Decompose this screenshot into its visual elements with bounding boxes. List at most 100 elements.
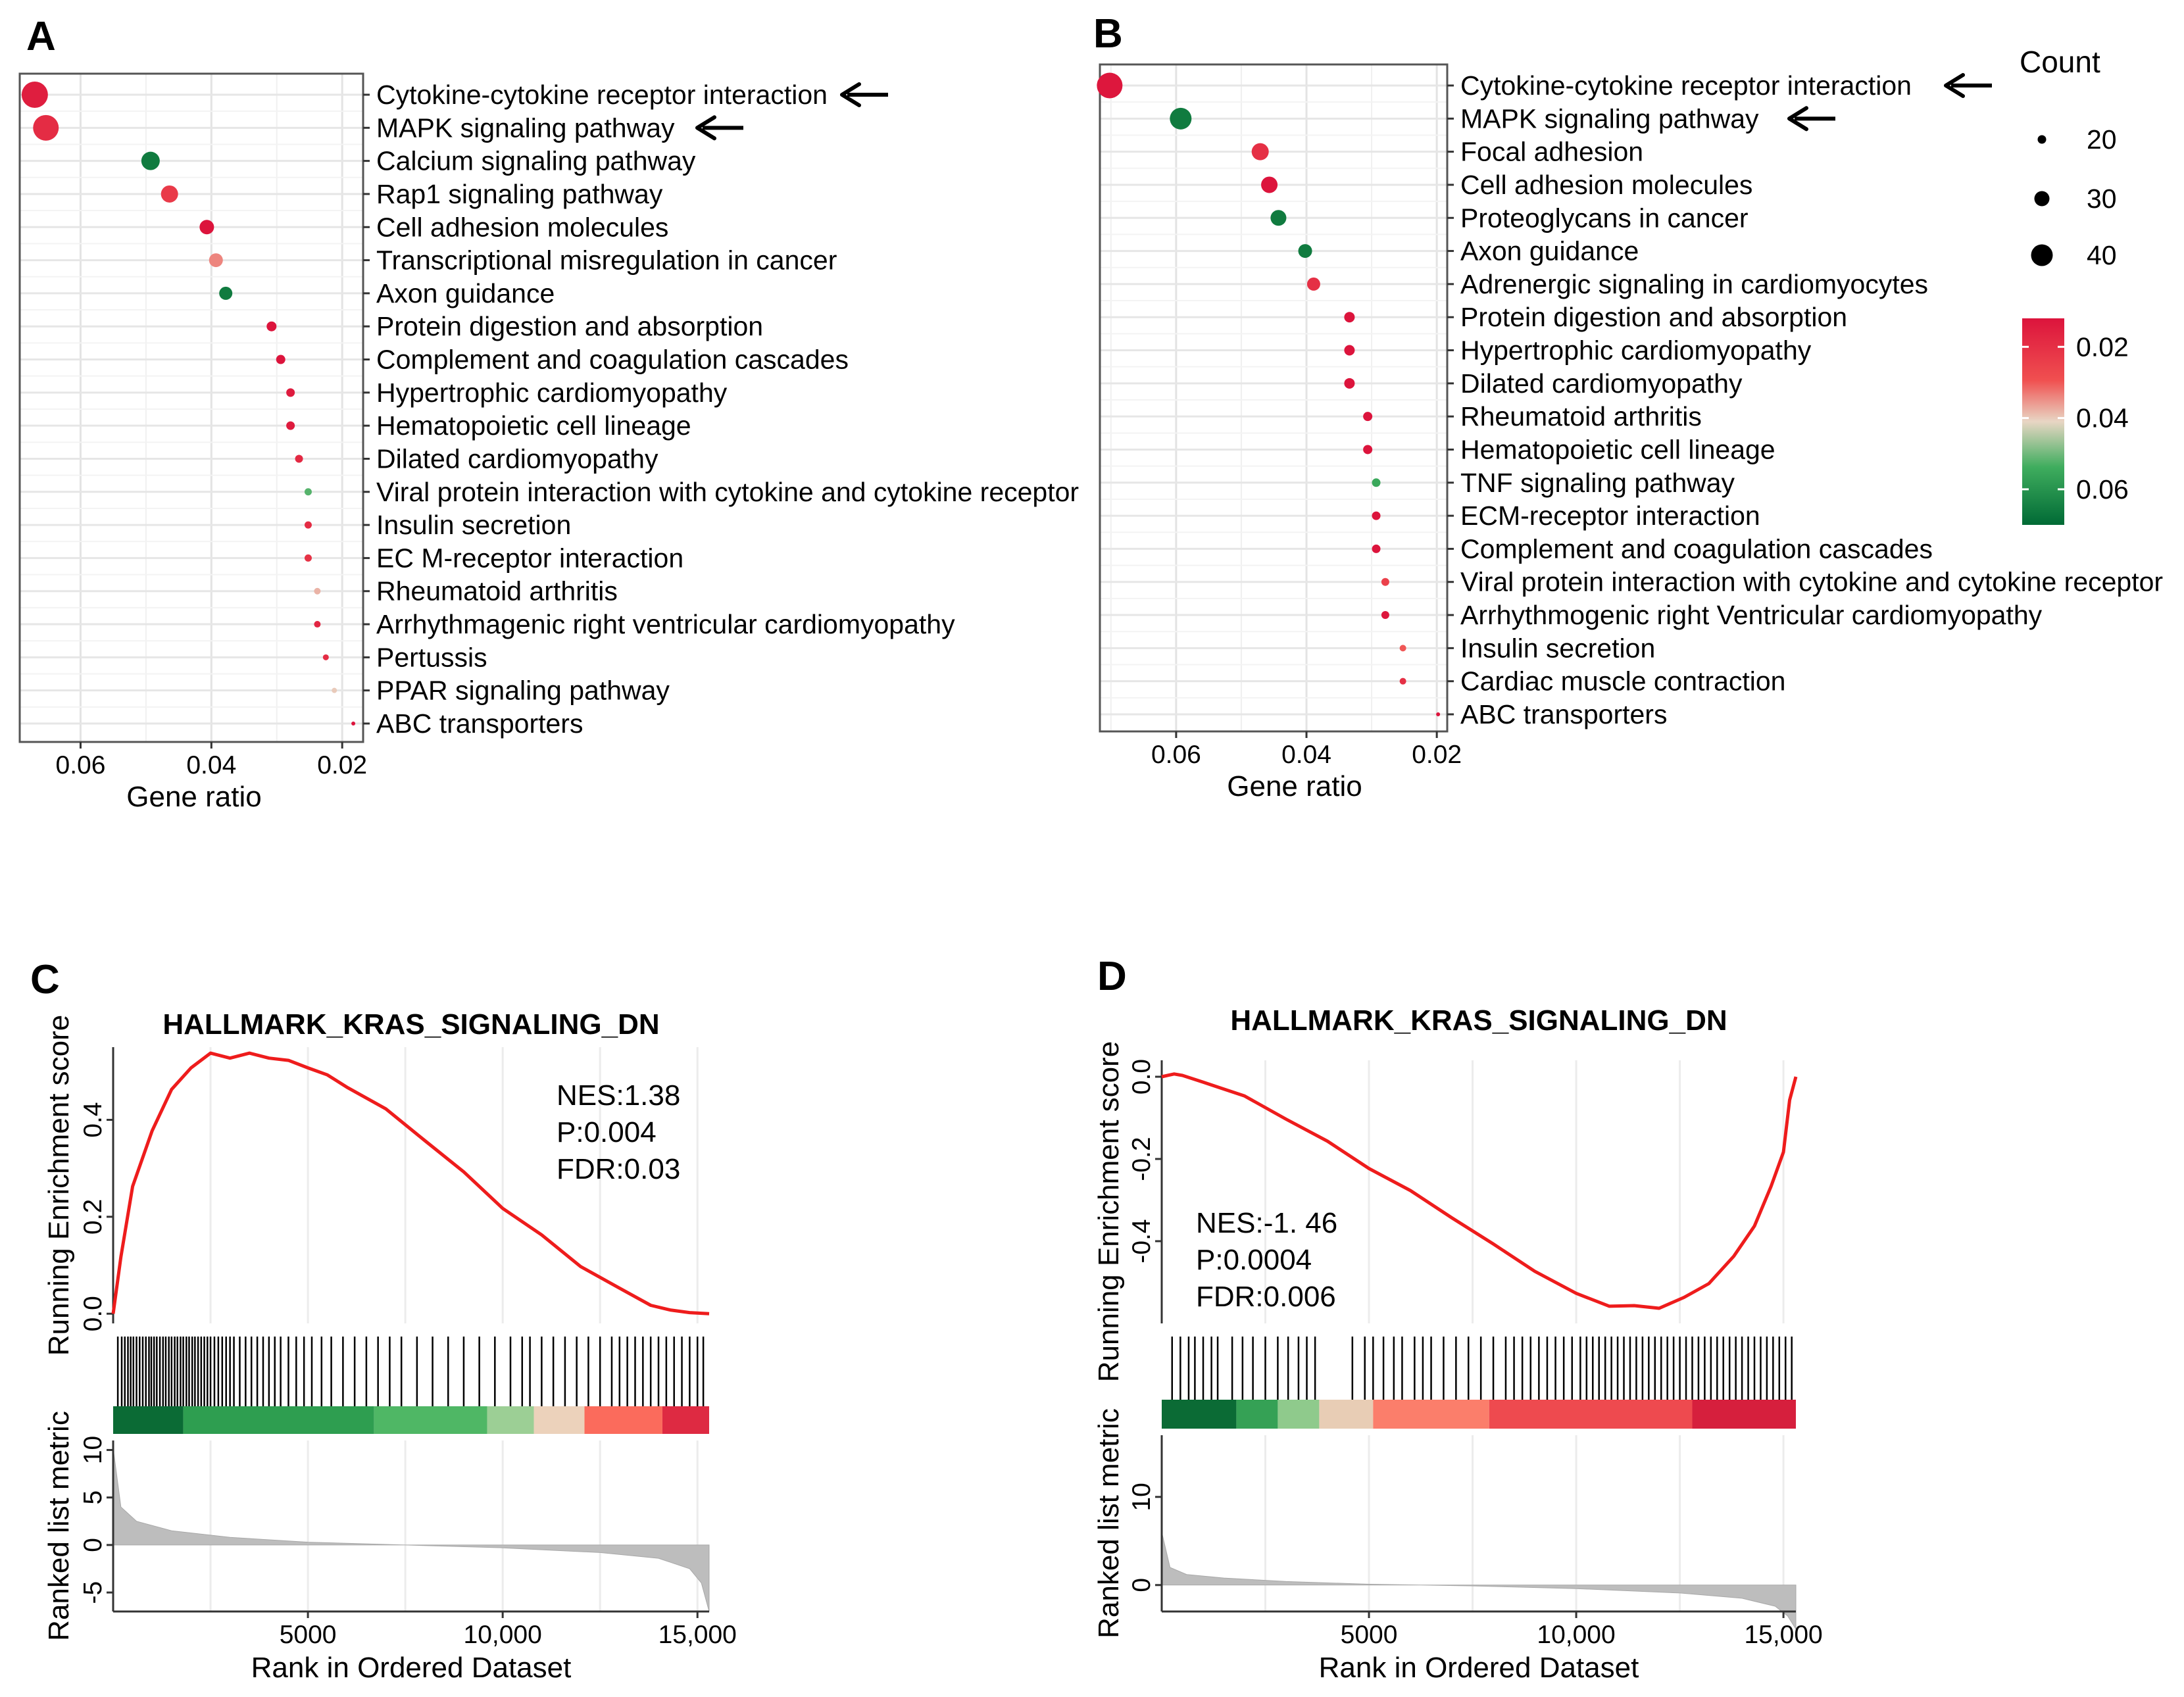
size-legend-dot <box>2031 244 2053 266</box>
pathway-dot <box>21 82 48 108</box>
heat-bar-segment <box>113 1406 184 1434</box>
pathway-dot <box>199 220 214 235</box>
gsea-panel-d: HALLMARK_KRAS_SIGNALING_DN -0.4 -0.2 0.0 NES… <box>1093 1004 1823 1684</box>
pathway-dot <box>1372 544 1381 553</box>
es-y-axis-title: Running Enrichment score <box>43 1015 75 1356</box>
pathway-dot <box>304 521 312 529</box>
color-legend-bar <box>2022 318 2064 525</box>
pathway-dot <box>161 185 178 203</box>
x-axis-title: Gene ratio <box>1227 770 1362 802</box>
pathway-dot <box>1344 345 1355 356</box>
pathway-label: Dilated cardiomyopathy <box>1460 368 1743 399</box>
gsea-title: HALLMARK_KRAS_SIGNALING_DN <box>1230 1004 1727 1037</box>
es-y-tick-label: 0.0 <box>79 1296 107 1331</box>
pathway-dot <box>1251 143 1269 160</box>
pathway-label: Protein digestion and absorption <box>376 311 763 341</box>
pathway-label: EC M-receptor interaction <box>376 543 683 573</box>
gsea-title: HALLMARK_KRAS_SIGNALING_DN <box>162 1008 659 1041</box>
pathway-label: Calcium signaling pathway <box>376 146 696 176</box>
x-tick-label: 0.06 <box>56 751 106 779</box>
pathway-dot <box>1344 312 1355 323</box>
pathway-label: Rap1 signaling pathway <box>376 179 663 209</box>
x-tick-label: 5000 <box>280 1621 337 1649</box>
pathway-dot <box>1097 72 1123 99</box>
dotplot-panel-a: 0.06 0.04 0.02 Gene ratio Cytokine-cytokine … <box>18 72 1079 813</box>
pathway-label: Protein digestion and absorption <box>1460 302 1847 332</box>
pathway-dot <box>1436 712 1441 716</box>
pathway-label: Transcriptional misregulation in cancer <box>376 245 837 276</box>
panel-letter-c: C <box>30 957 60 1002</box>
pathway-dot <box>332 687 337 693</box>
metric-y-tick-label: 5 <box>79 1490 107 1505</box>
x-tick-label: 5000 <box>1341 1621 1398 1649</box>
pathway-label: Viral protein interaction with cytokine … <box>1460 567 2163 597</box>
pathway-label: MAPK signaling pathway <box>1460 103 1759 134</box>
pathway-dot <box>1261 176 1278 193</box>
stat-text: P:0.004 <box>557 1116 657 1148</box>
pathway-label: Axon guidance <box>376 278 555 308</box>
enrichment-score-line <box>1161 1072 1798 1310</box>
pathway-dot <box>33 114 59 141</box>
pathway-label: Axon guidance <box>1460 236 1639 266</box>
heat-bar-segment <box>183 1406 374 1434</box>
pathway-dot <box>1363 412 1373 422</box>
x-tick-label: 15,000 <box>658 1621 737 1649</box>
pathway-dot <box>286 388 295 397</box>
pathway-label: Cytokine-cytokine receptor interaction <box>376 80 828 110</box>
pathway-label: Insulin secretion <box>376 510 571 540</box>
panel-letter-b: B <box>1093 11 1123 57</box>
heat-bar-segment <box>534 1406 585 1434</box>
plot-area <box>1100 64 1447 731</box>
pathway-dot <box>304 488 312 496</box>
x-tick-label: 0.02 <box>1412 741 1462 769</box>
pathway-dot <box>314 621 321 628</box>
pathway-label: MAPK signaling pathway <box>376 112 675 143</box>
pathway-dot <box>304 554 312 562</box>
pathway-label: Complement and coagulation cascades <box>1460 533 1933 564</box>
heat-bar-segment <box>1162 1400 1237 1429</box>
stat-text: FDR:0.03 <box>557 1153 680 1185</box>
heat-bar-segment <box>1278 1400 1320 1429</box>
heat-bar-segment <box>374 1406 487 1434</box>
gsea-panel-c: HALLMARK_KRAS_SIGNALING_DN 0.0 0.2 0.4 NES:1… <box>43 1008 737 1684</box>
legend: Count 20 30 40 0.02 0.04 0.06 <box>2020 45 2129 525</box>
size-legend-label: 30 <box>2087 184 2117 214</box>
pathway-label: Hypertrophic cardiomyopathy <box>376 378 728 408</box>
heat-bar-segment <box>1489 1400 1693 1429</box>
pathway-label: ABC transporters <box>376 708 583 739</box>
pathway-label: Complement and coagulation cascades <box>376 345 849 375</box>
pathway-dot <box>209 253 223 268</box>
pathway-dot <box>1270 210 1287 226</box>
pathway-label: Arrhythmagenic right ventricular cardiom… <box>376 609 955 639</box>
pathway-label: TNF signaling pathway <box>1460 468 1735 498</box>
pathway-label: Proteoglycans in cancer <box>1460 203 1749 233</box>
metric-y-tick-label: -5 <box>79 1581 107 1604</box>
arrow-head-icon <box>840 82 861 107</box>
pathway-label: Rheumatoid arthritis <box>376 576 618 606</box>
pathway-dot <box>1381 578 1389 586</box>
stat-text: P:0.0004 <box>1196 1244 1312 1276</box>
pathway-dot <box>266 321 277 332</box>
x-tick-label: 10,000 <box>1537 1621 1615 1649</box>
pathway-label: Rheumatoid arthritis <box>1460 401 1702 431</box>
pathway-dot <box>1363 445 1373 455</box>
metric-y-axis-title: Ranked list metric <box>1093 1408 1125 1638</box>
pathway-label: ECM-receptor interaction <box>1460 501 1760 531</box>
pathway-label: ABC transporters <box>1460 699 1667 729</box>
pathway-label: Cell adhesion molecules <box>376 212 668 242</box>
plot-area <box>20 74 363 742</box>
color-legend-label: 0.04 <box>2076 403 2129 433</box>
arrow-head-icon <box>1787 106 1808 132</box>
panel-letter-d: D <box>1097 954 1127 999</box>
pathway-label: Dilated cardiomyopathy <box>376 443 658 474</box>
heat-bar-segment <box>1236 1400 1278 1429</box>
size-legend: 20 30 40 <box>2031 124 2117 270</box>
arrow-head-icon <box>1944 73 1965 98</box>
pathway-label: Cell adhesion molecules <box>1460 170 1752 200</box>
x-tick-label: 0.06 <box>1151 741 1201 769</box>
x-tick-label: 0.02 <box>317 751 367 779</box>
pathway-label: Pertussis <box>376 642 487 672</box>
heat-bar-segment <box>1319 1400 1374 1429</box>
pathway-label: Cardiac muscle contraction <box>1460 666 1785 697</box>
es-y-tick-label: 0.0 <box>1128 1059 1156 1094</box>
